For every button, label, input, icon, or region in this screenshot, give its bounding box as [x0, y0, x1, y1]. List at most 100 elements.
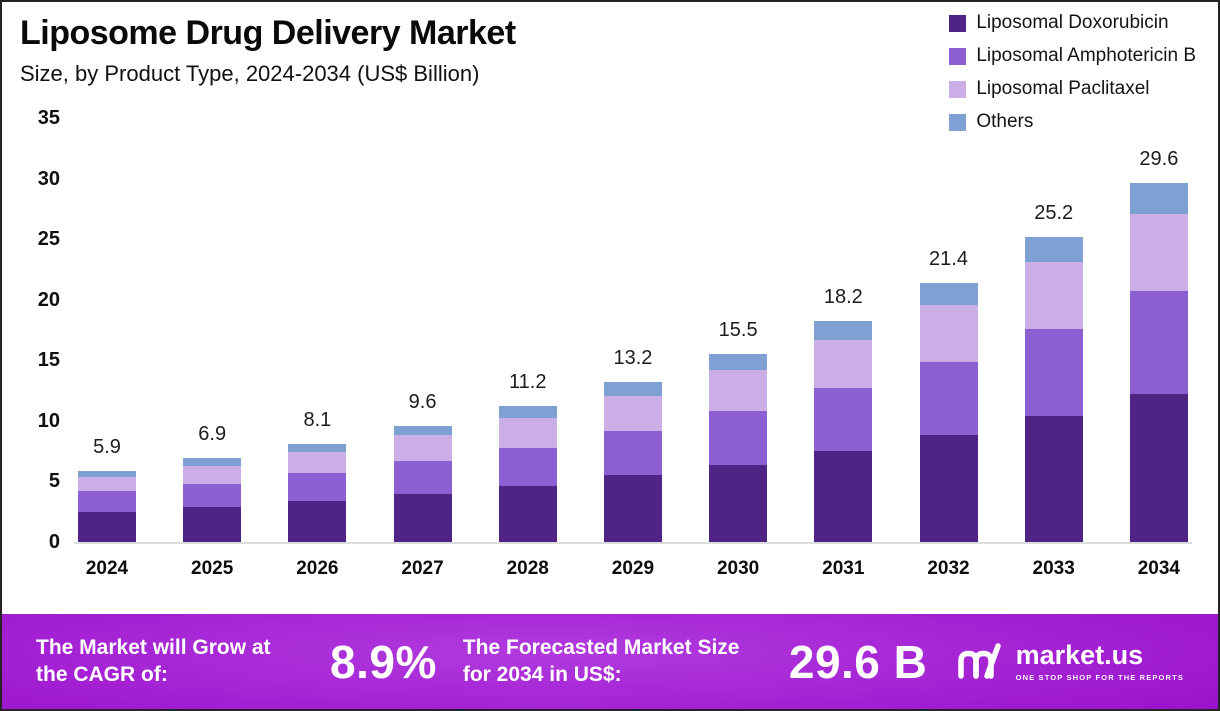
bar-segment — [814, 388, 873, 452]
legend-swatch — [949, 14, 967, 32]
bar-segment — [603, 395, 662, 431]
bar-segment — [709, 464, 768, 542]
x-axis-label: 2024 — [85, 558, 129, 579]
bar-total-label: 6.9 — [198, 423, 227, 446]
y-axis: 0 5 10 15 20 25 30 35 — [16, 107, 74, 553]
legend-swatch — [949, 47, 967, 65]
bar-segment — [709, 411, 768, 465]
forecast-value: 29.6 B — [788, 635, 928, 688]
legend-label: Liposomal Doxorubicin — [976, 12, 1169, 33]
y-tick-label: 0 — [48, 531, 60, 553]
bar-group: 29.6 2034 — [1129, 118, 1188, 580]
forecast-label: The Forecasted Market Size for 2034 in U… — [462, 636, 740, 686]
legend: Liposomal Doxorubicin Liposomal Amphoteri… — [949, 12, 1196, 133]
bar-group: 8.1 2026 — [288, 118, 347, 580]
bar-segment — [78, 491, 136, 512]
brand-text: market.us One Stop Shop For The Reports — [1015, 640, 1184, 682]
bar-group: 21.4 2032 — [919, 118, 978, 580]
x-axis-label: 2026 — [296, 558, 339, 579]
x-axis-label: 2030 — [716, 558, 760, 579]
legend-item: Others — [949, 111, 1196, 133]
bar-stack: 11.2 — [498, 118, 557, 542]
bar-total-label: 13.2 — [613, 347, 653, 370]
chart-subtitle: Size, by Product Type, 2024-2034 (US$ Bi… — [20, 61, 480, 86]
bar-segment — [78, 511, 136, 542]
bar-segment — [919, 304, 978, 362]
x-axis-label: 2029 — [611, 558, 655, 579]
bar — [393, 425, 452, 542]
bar-group: 15.5 2030 — [709, 118, 768, 580]
bar-segment — [603, 430, 662, 476]
bar-stack: 18.2 — [814, 118, 873, 542]
bar-stack: 15.5 — [709, 118, 768, 542]
bar — [1129, 183, 1188, 542]
bar-segment — [183, 483, 242, 507]
bar-total-label: 18.2 — [823, 286, 863, 309]
bar-segment — [919, 361, 978, 436]
chart-title: Liposome Drug Delivery Market — [20, 14, 516, 52]
bar-segment — [393, 460, 452, 494]
bar — [288, 443, 347, 542]
bar-segment — [1129, 394, 1188, 542]
x-axis-label: 2031 — [822, 558, 865, 579]
bar-total-label: 11.2 — [509, 371, 547, 394]
bar-segment — [393, 493, 452, 542]
y-tick-label: 35 — [37, 107, 60, 129]
bar-segment — [498, 418, 557, 448]
bar — [919, 282, 978, 542]
bar-segment — [1129, 291, 1188, 395]
bar-segment — [498, 486, 557, 542]
bar-total-label: 25.2 — [1034, 201, 1074, 224]
legend-item: Liposomal Amphotericin B — [949, 45, 1196, 67]
chart-header: Liposome Drug Delivery Market Size, by P… — [2, 2, 1218, 132]
bar-total-label: 29.6 — [1139, 148, 1179, 171]
bar-segment — [183, 458, 242, 466]
bar-stack: 8.1 — [288, 118, 347, 542]
legend-label: Liposomal Amphotericin B — [976, 45, 1196, 66]
bar — [814, 321, 873, 542]
brand-logo: market.us One Stop Shop For The Reports — [954, 641, 1184, 683]
bar-segment — [1129, 213, 1188, 292]
bar-segment — [709, 354, 768, 371]
bar-total-label: 8.1 — [303, 408, 332, 431]
y-tick-label: 20 — [37, 288, 60, 311]
bar-segment — [814, 321, 873, 340]
bar-segment — [919, 435, 978, 542]
bar-total-label: 21.4 — [929, 247, 968, 270]
bar-segment — [183, 506, 242, 542]
bar-segment — [1024, 236, 1083, 263]
bar-group: 25.2 2033 — [1024, 118, 1083, 580]
brand-name: market.us — [1015, 640, 1144, 671]
cagr-label: The Market will Grow at the CAGR of: — [36, 636, 271, 686]
bar — [498, 406, 557, 542]
bar — [709, 354, 768, 542]
bar-segment — [1129, 183, 1188, 214]
legend-swatch — [949, 113, 967, 131]
footer-banner: The Market will Grow at the CAGR of: 8.9… — [2, 614, 1218, 709]
bar-segment — [288, 500, 347, 542]
bar-segment — [393, 435, 452, 461]
bar-stack: 6.9 — [183, 118, 242, 542]
bar-segment — [1024, 328, 1083, 416]
bar-segment — [498, 406, 557, 419]
cagr-value: 8.9% — [330, 635, 437, 688]
bar-total-label: 5.9 — [93, 435, 121, 458]
y-tick-label: 5 — [48, 470, 60, 493]
bar-stack: 25.2 — [1024, 118, 1083, 542]
bar-stack: 9.6 — [393, 118, 452, 542]
bar — [78, 470, 136, 542]
bar-segment — [919, 282, 978, 305]
bar-segment — [709, 370, 768, 412]
legend-item: Liposomal Paclitaxel — [949, 78, 1196, 100]
legend-label: Others — [976, 111, 1034, 132]
bar-segment — [814, 339, 873, 389]
bar — [183, 458, 242, 542]
bar — [1024, 236, 1083, 542]
x-axis-label: 2032 — [927, 558, 970, 579]
brand-icon — [957, 642, 1001, 679]
bar-stack: 21.4 — [919, 118, 978, 542]
plot-area: 5.9 2024 6.9 2025 8.1 2026 9.6 2027 11.2 2028 13.2… — [74, 118, 1192, 588]
bar-segment — [1024, 416, 1083, 542]
x-axis-label: 2033 — [1032, 558, 1075, 579]
